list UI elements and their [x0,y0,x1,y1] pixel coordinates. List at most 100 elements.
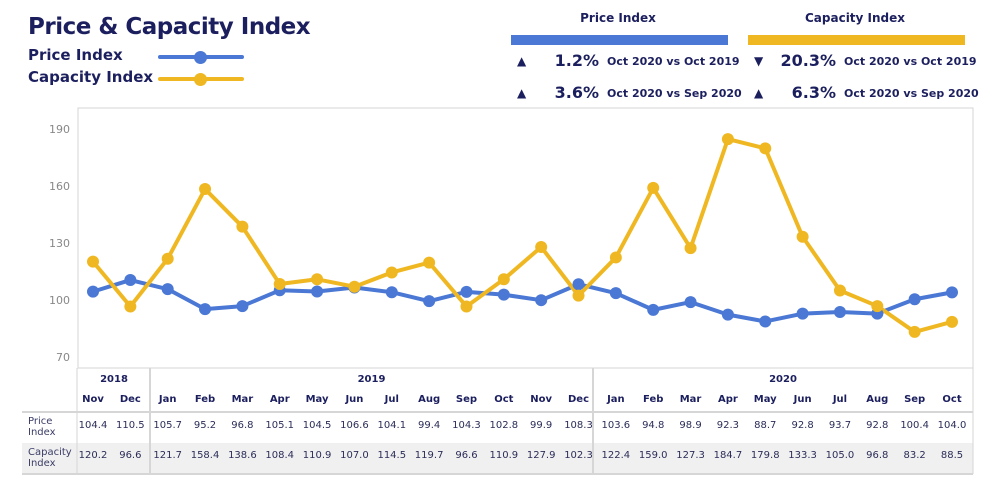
capacity-point [497,273,510,286]
price-value-cell: 104.3 [452,420,481,431]
month-label: Mar [231,394,254,405]
capacity-value-cell: 108.4 [265,450,295,461]
capacity-point [535,240,548,253]
price-point [684,296,697,309]
capacity-point [423,256,436,269]
month-label: Sep [455,394,478,405]
legend-capacity-marker [194,73,207,86]
kpi-comparison: Oct 2020 vs Oct 2019 [607,55,740,68]
capacity-point [796,230,809,243]
month-label: Aug [866,394,889,405]
row-label: Price Index [28,416,56,438]
month-label: Apr [717,394,738,405]
capacity-value-cell: 96.6 [455,450,478,461]
month-label: Dec [119,394,141,405]
price-value-cell: 104.4 [78,420,108,431]
month-label: Sep [904,394,926,405]
price-value-cell: 95.2 [193,420,217,431]
kpi-comparison: Oct 2020 vs Oct 2019 [844,55,977,68]
kpi-title: Price Index [580,11,656,25]
capacity-value-cell: 159.0 [638,450,668,461]
month-label: May [305,394,329,405]
plot-area [77,107,974,369]
month-label: Mar [679,394,702,405]
price-value-cell: 110.5 [116,420,145,431]
series-line-price [92,278,953,324]
capacity-value-cell: 96.8 [866,450,889,461]
capacity-value-cell: 158.4 [190,450,220,461]
triangle-up-icon: ▲ [517,86,527,100]
kpi-title: Capacity Index [804,11,906,25]
capacity-value-cell: 119.7 [414,450,444,461]
price-point [161,283,174,296]
capacity-row-bg [22,443,973,473]
month-label: Nov [82,394,104,405]
price-value-cell: 99.4 [417,420,441,431]
capacity-value-cell: 102.3 [564,450,593,461]
price-value-cell: 104.1 [377,420,407,431]
legend-capacity-label: Capacity Index [28,68,154,86]
triangle-up-icon: ▲ [517,54,527,68]
row-label: Capacity Index [28,447,72,469]
price-value-cell: 96.8 [231,420,254,431]
price-point [124,274,137,287]
capacity-point [311,273,324,286]
capacity-value-cell: 107.0 [340,450,369,461]
capacity-point [161,252,174,265]
month-label: Jun [793,394,812,405]
y-tick-label: 100 [49,294,70,307]
price-point [423,295,436,308]
capacity-value-cell: 120.2 [78,450,108,461]
capacity-point [87,255,99,268]
month-label: Jul [832,394,848,405]
kpi-value: 6.3% [791,83,836,102]
capacity-value-cell: 179.8 [750,450,780,461]
price-value-cell: 92.8 [791,420,814,431]
row-label-line: Index [28,427,56,438]
price-point [311,285,324,298]
capacity-point [348,280,361,293]
kpi-color-bar [748,35,965,45]
month-label: Feb [194,394,216,405]
price-value-cell: 104.5 [302,420,332,431]
price-value-cell: 94.8 [642,420,665,431]
price-value-cell: 106.6 [340,420,369,431]
y-tick-label: 190 [49,123,70,136]
month-label: Aug [418,394,441,405]
price-value-cell: 104.0 [937,420,967,431]
capacity-value-cell: 96.6 [119,450,142,461]
price-value-cell: 103.6 [601,420,631,431]
month-label: Dec [568,394,590,405]
price-point [721,308,734,321]
capacity-point [946,315,958,328]
y-tick-label: 130 [49,237,70,250]
price-point [460,285,473,298]
price-point [759,315,772,328]
price-point [946,286,958,299]
triangle-down-icon: ▼ [754,54,764,68]
month-label: Jan [607,394,625,405]
triangle-up-icon: ▲ [754,86,764,100]
price-point [572,278,585,291]
capacity-point [124,300,137,313]
price-value-cell: 93.7 [828,420,852,431]
kpi-value: 20.3% [780,51,836,70]
capacity-value-cell: 121.7 [153,450,182,461]
price-point [236,300,249,313]
kpi-value: 1.2% [554,51,599,70]
kpi-comparison: Oct 2020 vs Sep 2020 [607,87,742,100]
price-point [385,286,398,299]
price-point [497,288,510,301]
capacity-point [684,242,697,255]
y-tick-label: 160 [49,180,70,193]
capacity-point [199,183,212,196]
year-label: 2019 [357,374,386,385]
kpi-color-bar [511,35,728,45]
month-label: Apr [269,394,290,405]
capacity-value-cell: 127.3 [676,450,705,461]
price-point [87,285,99,298]
price-value-cell: 98.9 [679,420,702,431]
capacity-point [871,300,884,313]
capacity-point [647,181,660,194]
